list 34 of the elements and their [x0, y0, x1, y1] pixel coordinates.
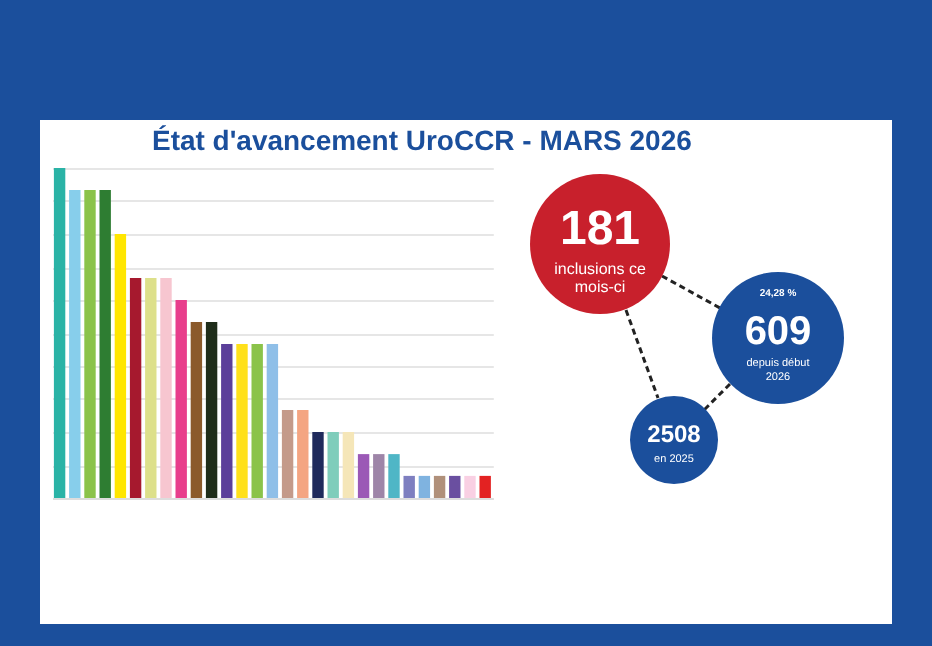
- bar: [99, 190, 111, 498]
- bar: [281, 409, 294, 498]
- bar: [327, 432, 339, 498]
- bar: [418, 475, 431, 498]
- bar: [69, 190, 81, 498]
- bar: [190, 322, 203, 498]
- bar: [342, 432, 355, 498]
- bar: [84, 190, 96, 498]
- bar: [388, 454, 400, 498]
- bar: [236, 343, 248, 498]
- bar: [266, 343, 279, 498]
- bar: [357, 454, 370, 498]
- bar: [53, 168, 66, 498]
- bar: [175, 300, 187, 498]
- text: 609: [744, 310, 812, 354]
- chart-title: État d'avancement UroCCR - MARS 2026: [152, 124, 693, 156]
- bar: [297, 409, 309, 498]
- bar: [251, 343, 263, 498]
- bar: [114, 234, 127, 498]
- bar: [205, 322, 218, 498]
- bar: [403, 475, 415, 498]
- bar: [464, 475, 476, 498]
- bar: [373, 454, 385, 498]
- text: 2508: [647, 420, 702, 448]
- bar: [221, 343, 233, 498]
- bar: [145, 277, 157, 498]
- bar: [433, 475, 446, 498]
- bar: [479, 475, 491, 498]
- bar: [160, 277, 172, 498]
- bar: [129, 277, 142, 498]
- bar: [449, 475, 461, 498]
- bar: [312, 432, 324, 498]
- text: inclusions ce mois-ci: [554, 260, 647, 296]
- text: 181: [559, 202, 641, 256]
